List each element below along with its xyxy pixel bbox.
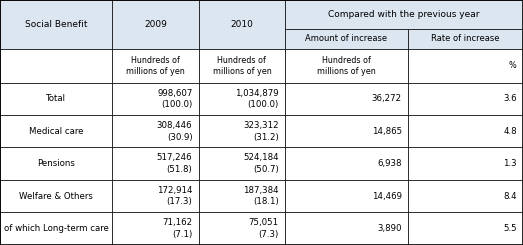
Text: 998,607
(100.0): 998,607 (100.0) [157,89,192,109]
Bar [408,212,523,245]
Text: Medical care: Medical care [29,127,84,136]
Text: Welfare & Others: Welfare & Others [19,192,93,200]
Bar [0,83,112,115]
Text: 5.5: 5.5 [503,224,517,233]
Bar [408,147,523,180]
Text: 1.3: 1.3 [503,159,517,168]
Bar [408,29,523,49]
Text: of which Long-term care: of which Long-term care [4,224,109,233]
Text: 2010: 2010 [231,20,253,29]
Bar [112,49,199,83]
Text: 71,162
(7.1): 71,162 (7.1) [162,218,192,239]
Bar [0,49,112,83]
Bar [285,29,408,49]
Text: 524,184
(50.7): 524,184 (50.7) [243,153,279,174]
Text: Hundreds of
millions of yen: Hundreds of millions of yen [212,56,271,76]
Bar [112,115,199,147]
Text: 308,446
(30.9): 308,446 (30.9) [157,121,192,142]
Bar [0,0,112,49]
Bar [112,83,199,115]
Text: 323,312
(31.2): 323,312 (31.2) [243,121,279,142]
Bar [285,180,408,212]
Bar [112,212,199,245]
Text: 1,034,879
(100.0): 1,034,879 (100.0) [235,89,279,109]
Bar [199,83,285,115]
Bar [408,49,523,83]
Text: 2009: 2009 [144,20,167,29]
Bar [112,0,199,49]
Text: Hundreds of
millions of yen: Hundreds of millions of yen [317,56,376,76]
Text: Rate of increase: Rate of increase [431,35,499,43]
Bar [0,212,112,245]
Bar [199,147,285,180]
Bar [112,147,199,180]
Bar [0,147,112,180]
Text: Total: Total [46,95,66,103]
Bar [408,180,523,212]
Text: Hundreds of
millions of yen: Hundreds of millions of yen [126,56,185,76]
Text: 3,890: 3,890 [377,224,402,233]
Bar [0,180,112,212]
Bar [408,83,523,115]
Text: 187,384
(18.1): 187,384 (18.1) [243,186,279,206]
Text: 14,469: 14,469 [372,192,402,200]
Text: 517,246
(51.8): 517,246 (51.8) [157,153,192,174]
Text: 172,914
(17.3): 172,914 (17.3) [157,186,192,206]
Bar [285,115,408,147]
Text: 75,051
(7.3): 75,051 (7.3) [248,218,279,239]
Text: Pensions: Pensions [37,159,75,168]
Text: %: % [509,61,517,70]
Bar [408,115,523,147]
Bar [112,180,199,212]
Bar [285,83,408,115]
Bar [0,115,112,147]
Text: 6,938: 6,938 [377,159,402,168]
Text: 3.6: 3.6 [503,95,517,103]
Text: Amount of increase: Amount of increase [305,35,388,43]
Bar [199,180,285,212]
Text: 4.8: 4.8 [503,127,517,136]
Text: Social Benefit: Social Benefit [25,20,87,29]
Bar [285,0,523,29]
Bar [285,212,408,245]
Text: 36,272: 36,272 [371,95,402,103]
Bar [199,49,285,83]
Text: 8.4: 8.4 [503,192,517,200]
Bar [199,212,285,245]
Text: 14,865: 14,865 [371,127,402,136]
Bar [285,49,408,83]
Bar [199,115,285,147]
Bar [199,0,285,49]
Text: Compared with the previous year: Compared with the previous year [328,10,480,19]
Bar [285,147,408,180]
